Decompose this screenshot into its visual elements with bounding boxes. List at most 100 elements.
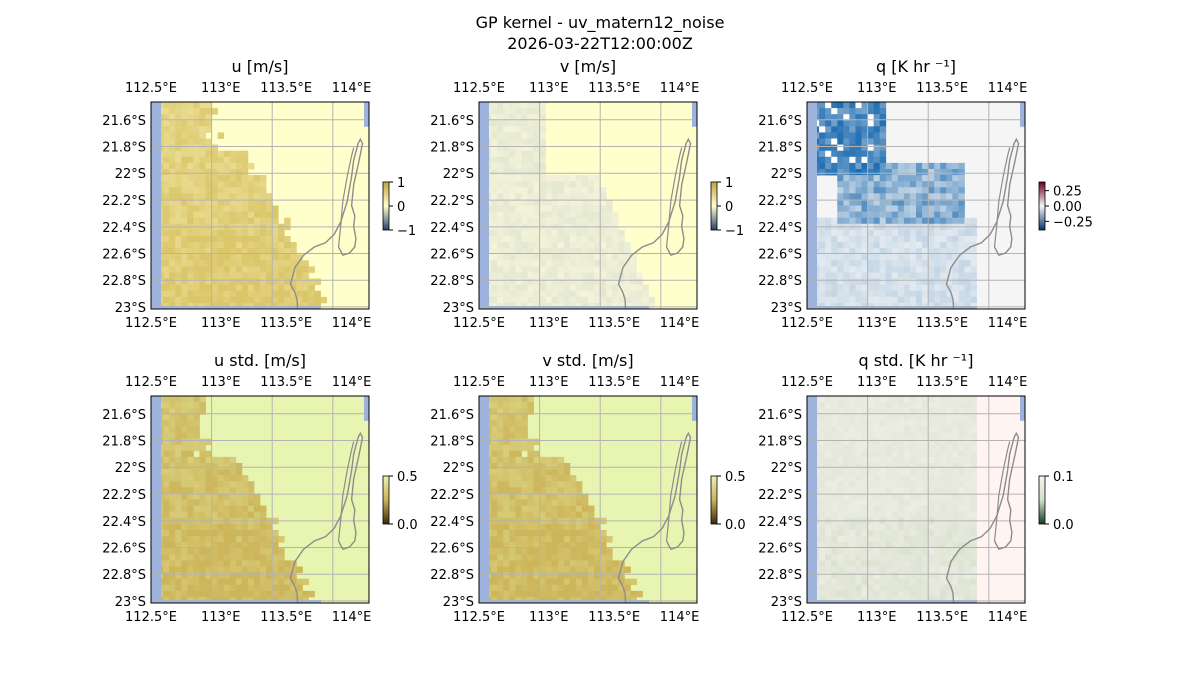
land-west [151,102,161,309]
data-cell [630,290,637,298]
data-cell [527,487,534,494]
data-cell [509,566,516,573]
data-cell [594,272,601,279]
data-cell [909,242,917,249]
data-cell [819,584,826,592]
data-cell [551,511,559,519]
data-cell [497,438,504,446]
data-cell [193,438,200,446]
data-cell [163,438,170,446]
data-cell [193,229,200,237]
data-cell [229,590,237,598]
data-cell [521,132,528,139]
data-cell [970,444,977,452]
data-cell [618,278,625,286]
data-cell [181,475,188,482]
data-cell [539,126,547,133]
data-cell [569,536,577,543]
data-cell [187,235,194,243]
data-cell [903,475,911,482]
data-cell [618,229,625,237]
data-cell [533,260,540,267]
data-cell [916,481,923,488]
data-cell [175,469,182,476]
data-cell [539,199,547,206]
data-cell [503,114,510,121]
data-cell [934,487,941,494]
data-cell [867,590,875,598]
data-cell [497,560,504,567]
data-cell [563,590,571,598]
data-cell [211,499,219,506]
data-cell [521,187,528,194]
data-cell [861,450,868,458]
data-cell [290,578,297,586]
data-cell [223,205,231,212]
data-cell [909,542,917,549]
data-cell [849,168,856,176]
data-cell [952,284,959,292]
data-cell [843,254,850,261]
data-cell [533,590,540,598]
data-cell [970,235,977,243]
data-cell [849,420,856,427]
data-cell [825,260,832,267]
data-cell [861,205,868,212]
data-cell [831,481,838,488]
data-cell [193,444,200,452]
data-cell [545,590,553,598]
data-cell [503,414,510,421]
data-cell [491,260,498,267]
data-cell [855,266,862,273]
data-cell [503,578,510,586]
data-cell [855,536,862,543]
data-cell [509,456,516,464]
data-cell [539,590,547,598]
data-cell [557,229,565,237]
data-cell [169,205,176,212]
data-cell [563,548,571,555]
data-cell [867,408,875,415]
data-cell [970,278,977,286]
data-cell [169,560,176,567]
data-cell [819,529,826,537]
data-cell [229,242,237,249]
data-cell [861,235,868,243]
data-cell [819,420,826,427]
data-cell [922,529,929,537]
data-cell [515,229,522,237]
data-cell [247,505,255,513]
data-cell [885,242,893,249]
data-cell [867,396,875,403]
data-cell [964,469,971,476]
data-cell [235,162,243,170]
data-cell [916,272,923,279]
data-cell [861,126,868,133]
data-cell [825,511,832,519]
data-cell [217,168,225,176]
data-cell [235,211,243,219]
data-cell [891,584,899,592]
data-cell [843,469,850,476]
data-cell [964,402,971,409]
data-cell [867,132,875,139]
data-cell [247,229,255,237]
data-cell [223,175,231,182]
data-cell [521,572,528,580]
data-cell [618,242,625,249]
data-cell [879,438,887,446]
data-cell [175,402,182,409]
data-cell [928,505,935,513]
data-cell [169,396,176,403]
data-cell [861,102,868,109]
data-cell [199,456,206,464]
data-cell [879,284,887,292]
data-cell [581,529,589,537]
data-cell [175,187,182,194]
data-cell [885,560,893,567]
data-cell [831,566,838,573]
data-cell [497,481,504,488]
data-cell [606,584,613,592]
data-cell [958,284,965,292]
data-cell [211,505,219,513]
